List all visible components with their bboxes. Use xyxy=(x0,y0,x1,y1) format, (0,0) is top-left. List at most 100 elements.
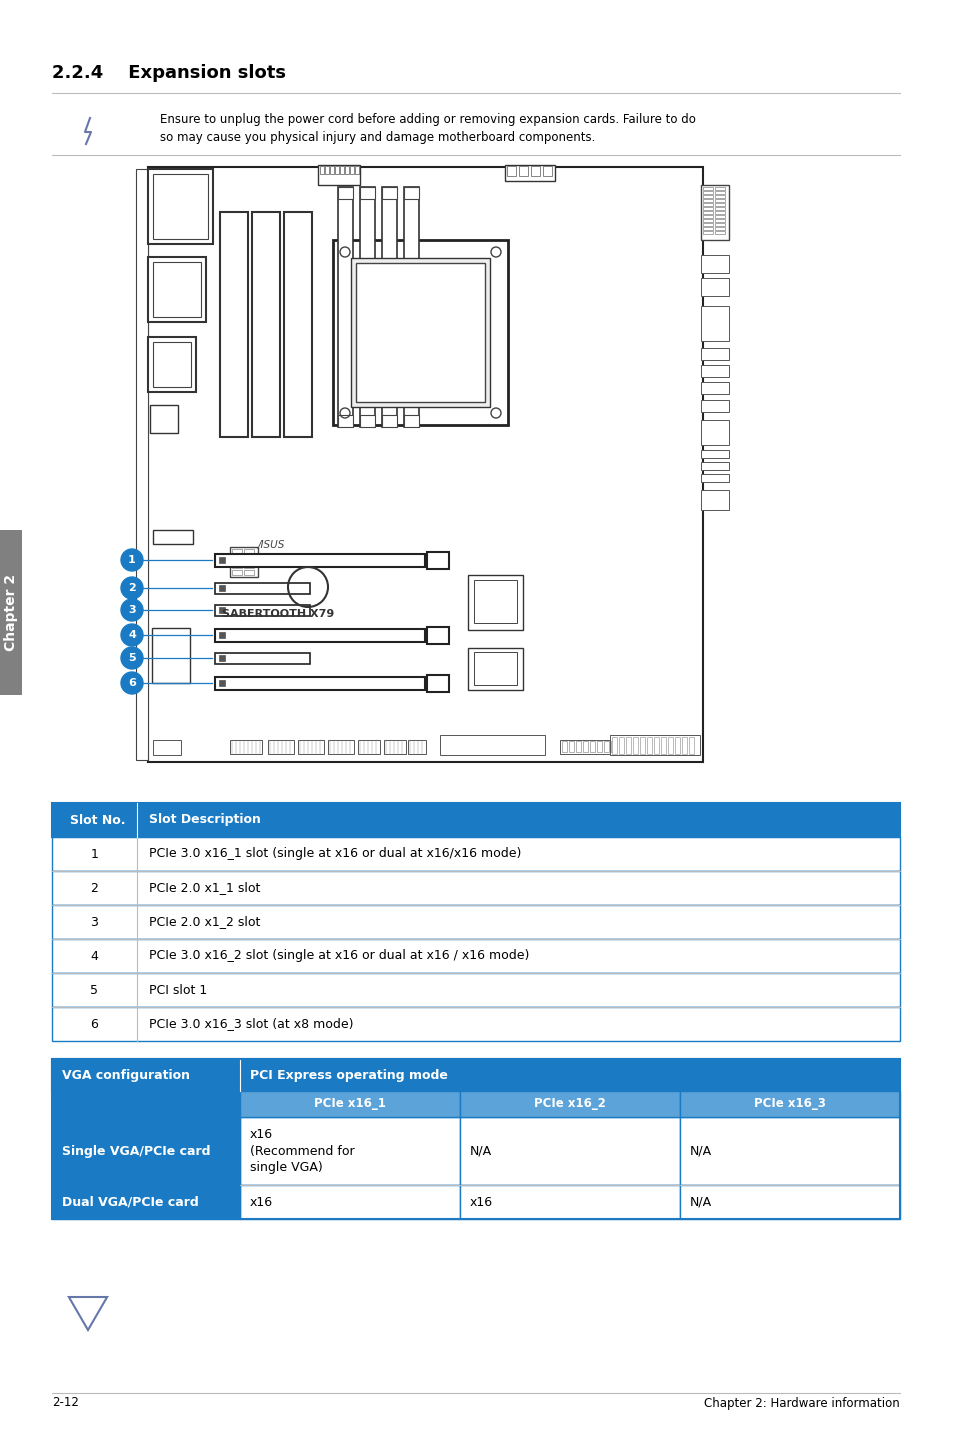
Bar xyxy=(355,263,484,403)
Bar xyxy=(244,564,253,568)
Text: 3: 3 xyxy=(91,916,98,929)
Bar xyxy=(268,741,294,754)
Bar xyxy=(351,257,490,407)
Text: 4: 4 xyxy=(128,630,135,640)
Text: 2: 2 xyxy=(91,881,98,894)
Bar xyxy=(328,741,354,754)
Bar xyxy=(576,741,580,752)
Bar xyxy=(335,165,338,174)
Text: PCIe 3.0 x16_2 slot (single at x16 or dual at x16 / x16 mode): PCIe 3.0 x16_2 slot (single at x16 or du… xyxy=(149,949,529,962)
Bar xyxy=(610,741,616,752)
Circle shape xyxy=(121,577,143,600)
Bar xyxy=(52,1117,240,1185)
Bar xyxy=(531,165,539,175)
Text: 1: 1 xyxy=(91,847,98,860)
Text: SABERTOOTH X79: SABERTOOTH X79 xyxy=(222,610,334,618)
Bar xyxy=(381,416,396,427)
Bar xyxy=(214,653,310,664)
Bar xyxy=(52,1007,899,1041)
Bar xyxy=(240,1117,459,1185)
Bar xyxy=(52,905,899,939)
Text: x16: x16 xyxy=(470,1195,493,1208)
Bar xyxy=(219,654,225,661)
Bar xyxy=(232,569,242,575)
Text: PCIe x16_3: PCIe x16_3 xyxy=(753,1097,825,1110)
Circle shape xyxy=(121,600,143,621)
Text: 5: 5 xyxy=(128,653,135,663)
Bar xyxy=(337,187,353,198)
Bar xyxy=(714,196,724,198)
Bar xyxy=(384,741,406,754)
Text: Chapter 2: Hardware information: Chapter 2: Hardware information xyxy=(703,1396,899,1409)
Text: PCIe 2.0 x1_2 slot: PCIe 2.0 x1_2 slot xyxy=(149,916,260,929)
Bar xyxy=(297,741,324,754)
Bar xyxy=(214,605,310,615)
Bar xyxy=(702,196,712,198)
Bar xyxy=(244,557,253,561)
Bar xyxy=(700,450,728,457)
Bar xyxy=(639,738,644,754)
Bar xyxy=(714,198,724,201)
Bar xyxy=(325,165,329,174)
Bar xyxy=(714,191,724,194)
Bar xyxy=(700,348,728,360)
Bar xyxy=(714,207,724,210)
Bar xyxy=(609,735,700,755)
Text: VGA configuration: VGA configuration xyxy=(62,1068,190,1081)
Bar xyxy=(459,1185,679,1219)
Bar xyxy=(700,383,728,394)
Bar xyxy=(618,738,623,754)
Text: Chapter 2: Chapter 2 xyxy=(4,574,18,650)
Bar xyxy=(702,216,712,219)
Bar xyxy=(439,735,544,755)
Text: PCI slot 1: PCI slot 1 xyxy=(149,984,207,997)
Bar xyxy=(357,741,379,754)
Bar xyxy=(214,554,424,567)
Text: /ISUS: /ISUS xyxy=(257,541,285,549)
Bar xyxy=(679,1091,899,1117)
Bar xyxy=(284,211,312,437)
Circle shape xyxy=(121,647,143,669)
Bar xyxy=(339,165,344,174)
Text: Slot Description: Slot Description xyxy=(149,814,260,827)
Bar xyxy=(152,628,190,683)
Bar xyxy=(403,187,418,427)
Bar xyxy=(506,165,516,175)
Text: PCIe x16_2: PCIe x16_2 xyxy=(534,1097,605,1110)
Bar xyxy=(702,203,712,206)
Text: PCIe x16_1: PCIe x16_1 xyxy=(314,1097,386,1110)
Bar xyxy=(214,677,424,690)
Bar xyxy=(52,939,899,974)
Bar xyxy=(474,580,517,623)
Bar xyxy=(219,607,225,613)
Bar xyxy=(702,187,712,190)
Bar xyxy=(359,187,375,427)
Text: 1: 1 xyxy=(128,555,135,565)
Bar xyxy=(148,336,195,393)
Bar xyxy=(702,223,712,226)
Bar xyxy=(403,416,418,427)
Bar xyxy=(702,227,712,230)
Bar xyxy=(345,165,349,174)
Bar xyxy=(219,557,225,564)
Bar xyxy=(702,232,712,234)
Bar xyxy=(148,170,213,244)
Bar xyxy=(714,232,724,234)
Bar xyxy=(679,1117,899,1185)
Bar xyxy=(150,406,178,433)
Bar xyxy=(381,187,396,198)
Bar xyxy=(504,165,555,181)
Bar xyxy=(427,627,449,644)
Bar xyxy=(681,738,686,754)
Bar xyxy=(542,165,552,175)
Bar xyxy=(603,741,608,752)
Text: Slot No.: Slot No. xyxy=(70,814,126,827)
Bar xyxy=(700,365,728,377)
Bar xyxy=(702,211,712,214)
Bar xyxy=(152,531,193,544)
Bar xyxy=(220,211,248,437)
Bar xyxy=(359,416,375,427)
Bar xyxy=(427,552,449,569)
Bar xyxy=(612,738,617,754)
Bar xyxy=(136,170,148,761)
